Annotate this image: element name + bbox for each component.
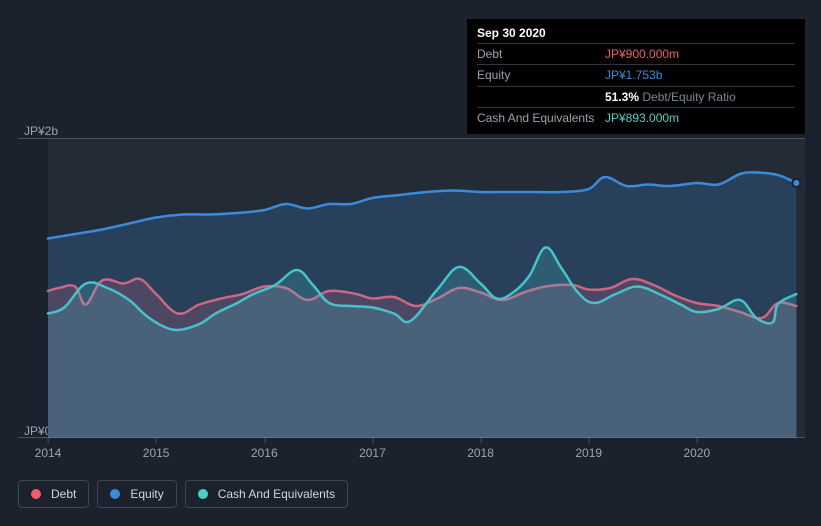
tooltip-row-value: JP¥1.753b <box>605 67 795 83</box>
x-axis-tick: 2018 <box>467 446 494 460</box>
area-chart[interactable] <box>18 138 805 438</box>
legend-item-cash[interactable]: Cash And Equivalents <box>185 480 348 508</box>
tooltip-row-label <box>477 89 605 105</box>
legend-item-equity[interactable]: Equity <box>97 480 176 508</box>
legend-item-debt[interactable]: Debt <box>18 480 89 508</box>
tooltip-date: Sep 30 2020 <box>477 25 795 43</box>
tooltip-row: DebtJP¥900.000m <box>477 43 795 64</box>
tooltip-row-label: Equity <box>477 67 605 83</box>
cash-swatch-icon <box>198 489 208 499</box>
equity-swatch-icon <box>110 489 120 499</box>
legend-item-label: Cash And Equivalents <box>218 487 335 501</box>
x-axis: 2014 2015 2016 2017 2018 2019 2020 <box>18 446 805 464</box>
debt-swatch-icon <box>31 489 41 499</box>
tooltip-row-value: JP¥900.000m <box>605 46 795 62</box>
x-axis-tick: 2020 <box>683 446 710 460</box>
tooltip-row: EquityJP¥1.753b <box>477 64 795 85</box>
tooltip-row: Cash And EquivalentsJP¥893.000m <box>477 107 795 128</box>
chart-container: Sep 30 2020 DebtJP¥900.000mEquityJP¥1.75… <box>0 0 821 526</box>
tooltip-row-label: Debt <box>477 46 605 62</box>
tooltip-row-value: 51.3% Debt/Equity Ratio <box>605 89 795 105</box>
y-axis-label: JP¥2b <box>24 124 58 138</box>
x-axis-tick: 2016 <box>251 446 278 460</box>
legend: Debt Equity Cash And Equivalents <box>18 480 348 508</box>
x-axis-tick: 2019 <box>575 446 602 460</box>
x-axis-tick: 2017 <box>359 446 386 460</box>
tooltip-card: Sep 30 2020 DebtJP¥900.000mEquityJP¥1.75… <box>467 19 805 134</box>
x-axis-tick: 2015 <box>143 446 170 460</box>
legend-item-label: Debt <box>51 487 76 501</box>
x-axis-tick: 2014 <box>35 446 62 460</box>
legend-item-label: Equity <box>130 487 163 501</box>
tooltip-row: 51.3% Debt/Equity Ratio <box>477 86 795 107</box>
tooltip-row-label: Cash And Equivalents <box>477 110 605 126</box>
tooltip-row-value: JP¥893.000m <box>605 110 795 126</box>
